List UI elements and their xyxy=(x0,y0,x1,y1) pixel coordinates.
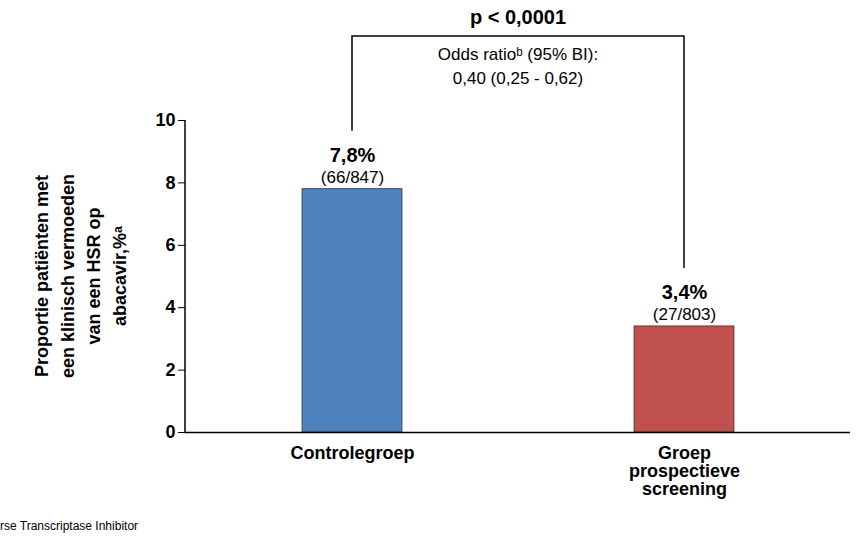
svg-text:p < 0,0001: p < 0,0001 xyxy=(470,6,566,28)
svg-text:2: 2 xyxy=(165,360,175,380)
svg-text:6: 6 xyxy=(165,235,175,255)
svg-text:0: 0 xyxy=(165,422,175,442)
svg-text:4: 4 xyxy=(165,297,175,317)
svg-text:(66/847): (66/847) xyxy=(321,168,384,187)
svg-text:Odds ratioᵇ (95% BI):: Odds ratioᵇ (95% BI): xyxy=(438,45,598,64)
svg-text:van een HSR op: van een HSR op xyxy=(84,207,104,344)
svg-text:3,4%: 3,4% xyxy=(662,281,708,303)
svg-text:8: 8 xyxy=(165,173,175,193)
svg-text:abacavir,%ᵃ: abacavir,%ᵃ xyxy=(110,226,130,326)
svg-text:10: 10 xyxy=(155,110,175,130)
svg-text:0,40 (0,25 - 0,62): 0,40 (0,25 - 0,62) xyxy=(453,69,583,88)
svg-text:Proportie patiënten met: Proportie patiënten met xyxy=(32,175,52,377)
svg-text:Groepprospectievescreening: Groepprospectievescreening xyxy=(629,443,740,499)
svg-text:TI, Non-Nucleoside Reverse Tra: TI, Non-Nucleoside Reverse Transcriptase… xyxy=(0,519,138,533)
svg-text:7,8%: 7,8% xyxy=(330,144,376,166)
svg-text:Controlegroep: Controlegroep xyxy=(291,443,415,463)
svg-text:een klinisch vermoeden: een klinisch vermoeden xyxy=(58,174,78,378)
svg-text:(27/803): (27/803) xyxy=(653,305,716,324)
